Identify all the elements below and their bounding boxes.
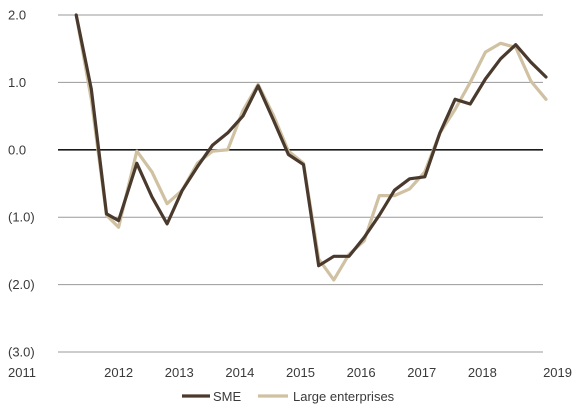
y-tick-label: (3.0) [8,345,35,360]
x-tick-label: 2019 [543,365,572,380]
x-axis-tick-labels: 2011 2012 2013 2014 2015 2016 2017 2018 2019 [8,365,572,380]
y-tick-label: (2.0) [8,277,35,292]
x-tick-label: 2017 [407,365,436,380]
grid-lines [58,14,543,353]
x-tick-label: 2016 [347,365,376,380]
series-line-sme [74,13,548,268]
x-tick-label: 2011 [8,365,36,380]
series-line-large-enterprises [74,13,548,282]
x-tick-label: 2013 [165,365,194,380]
legend-label: Large enterprises [293,389,395,404]
legend: SME Large enterprises [182,389,395,404]
series-lines [74,13,548,282]
y-tick-label: 0.0 [8,142,26,157]
y-tick-label: (1.0) [8,210,35,225]
x-tick-label: 2012 [104,365,133,380]
y-axis-tick-labels: 2.0 1.0 0.0 (1.0) (2.0) (3.0) [8,8,35,360]
x-tick-label: 2014 [225,365,254,380]
x-tick-label: 2018 [468,365,497,380]
x-tick-label: 2015 [286,365,315,380]
y-tick-label: 1.0 [8,75,26,90]
legend-label: SME [213,389,242,404]
y-tick-label: 2.0 [8,8,26,23]
